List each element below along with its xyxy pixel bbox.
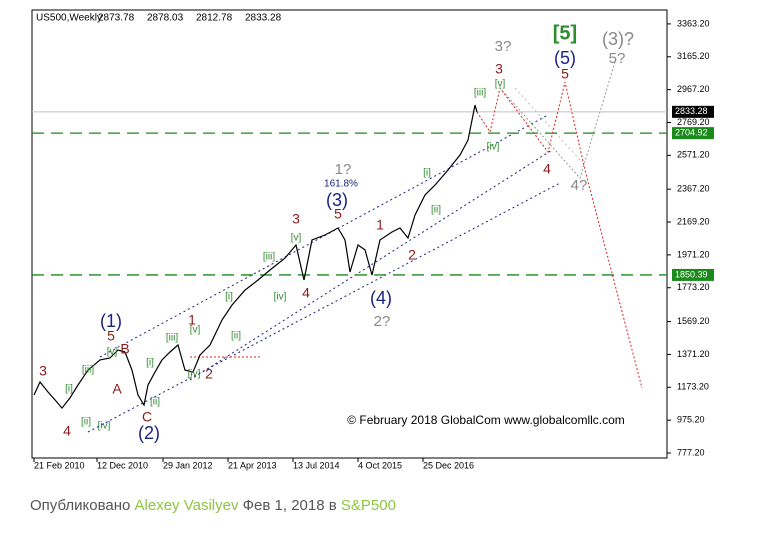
chart-title: US500,Weekly <box>36 13 102 24</box>
wave-label: [iii] <box>263 252 275 263</box>
wave-label: 5 <box>334 206 342 222</box>
wave-label: B <box>120 341 129 357</box>
wave-label: [v] <box>107 347 118 358</box>
y-tick-label: 2571.20 <box>677 150 710 160</box>
wave-label: (3) <box>326 190 348 210</box>
x-tick-label: 21 Feb 2010 <box>34 460 85 470</box>
wave-label: (1) <box>100 311 122 331</box>
y-tick-label: 1971.20 <box>677 249 710 259</box>
wave-label: C <box>142 409 152 425</box>
wave-label: 5 <box>561 66 569 82</box>
wave-label: (4) <box>370 288 392 308</box>
wave-label: [iii] <box>166 333 178 344</box>
footer-prefix: Опубликовано <box>30 497 131 514</box>
wave-label: [iii] <box>82 365 94 376</box>
price-tag-label: 1850.39 <box>675 269 708 279</box>
x-tick-label: 12 Dec 2010 <box>97 460 148 470</box>
y-tick-label: 1371.20 <box>677 349 710 359</box>
wave-label: [iii] <box>474 88 486 99</box>
ohlc-value: 2878.03 <box>147 13 184 24</box>
wave-label: [i] <box>146 358 154 369</box>
wave-label: [iv] <box>98 421 111 432</box>
price-tag-label: 2704.92 <box>675 128 708 138</box>
channel-line <box>87 182 561 433</box>
ohlc-value: 2873.78 <box>98 13 135 24</box>
y-tick-label: 2367.20 <box>677 184 710 194</box>
channels <box>87 114 561 433</box>
wave-label: 5? <box>609 50 626 67</box>
x-tick-label: 13 Jul 2014 <box>293 460 340 470</box>
wave-label: 4 <box>63 423 71 439</box>
price-tag-label: 2833.28 <box>675 106 708 116</box>
y-tick-label: 777.20 <box>677 447 705 457</box>
plot-frame <box>31 9 668 459</box>
y-tick-label: 2169.20 <box>677 216 710 226</box>
wave-label: [i] <box>65 384 73 395</box>
wave-label: [iv] <box>487 142 500 153</box>
y-tick-label: 3165.20 <box>677 51 710 61</box>
y-tick-label: 2769.20 <box>677 117 710 127</box>
wave-label: 1? <box>335 161 352 178</box>
wave-label: [ii] <box>150 397 160 408</box>
projection-line <box>476 81 643 389</box>
wave-label: 3? <box>495 38 512 55</box>
wave-label: (2) <box>138 423 160 443</box>
author-link[interactable]: Alexey Vasilyev <box>134 497 239 514</box>
footer-date: Фев 1, 2018 в <box>242 497 337 514</box>
wave-label: [i] <box>423 168 431 179</box>
wave-label: 4 <box>543 161 551 177</box>
wave-label: 3 <box>39 363 47 379</box>
wave-label: 2 <box>408 247 416 263</box>
x-tick-label: 21 Apr 2013 <box>228 460 277 470</box>
y-tick-label: 1173.20 <box>677 382 709 392</box>
x-tick-label: 25 Dec 2016 <box>423 460 474 470</box>
ohlc-values: 2873.78 2878.03 2812.78 2833.28 <box>98 13 282 24</box>
projection-line <box>499 61 616 180</box>
wave-label: [ii] <box>81 417 91 428</box>
x-tick-label: 29 Jan 2012 <box>163 460 213 470</box>
alt-line <box>514 87 581 161</box>
wave-label: 1 <box>376 217 384 233</box>
wave-label: 161.8% <box>324 179 358 190</box>
y-tick-label: 975.20 <box>677 415 705 425</box>
chart: US500,Weekly 2873.78 2878.03 2812.78 2833.2… <box>31 9 714 470</box>
wave-label: [v] <box>495 79 506 90</box>
wave-label: 4? <box>571 177 588 194</box>
y-tick-label: 1773.20 <box>677 282 710 292</box>
ohlc-value: 2812.78 <box>196 13 233 24</box>
wave-label: 5 <box>107 328 115 344</box>
wave-label: 2? <box>374 313 391 330</box>
wave-label: [i] <box>225 292 233 303</box>
wave-label: (5) <box>554 48 576 68</box>
footer: Опубликовано Alexey Vasilyev Фев 1, 2018… <box>30 497 396 514</box>
wave-label: A <box>112 381 122 397</box>
wave-label: 3 <box>495 61 503 77</box>
channel-line <box>189 149 553 381</box>
wave-label: [v] <box>190 325 201 336</box>
ohlc-value: 2833.28 <box>245 13 282 24</box>
wave-label: 3 <box>292 211 300 227</box>
wave-label: [v] <box>291 233 302 244</box>
price-tag <box>672 268 714 281</box>
y-tick-label: 1569.20 <box>677 316 710 326</box>
price-line <box>33 104 478 410</box>
wave-label: (3)? <box>602 29 634 49</box>
wave-label: [iv] <box>274 292 287 303</box>
x-tick-label: 4 Oct 2015 <box>358 460 402 470</box>
y-tick-label: 2967.20 <box>677 84 710 94</box>
wave-label: 1 <box>188 312 196 328</box>
wave-label: [ii] <box>431 205 441 216</box>
y-tick-label: 3363.20 <box>677 18 710 28</box>
category-link[interactable]: S&P500 <box>340 497 396 514</box>
wave-label: [ii] <box>231 331 241 342</box>
wave-label: [5] <box>553 22 577 44</box>
price-tag <box>672 127 714 140</box>
wave-label: 4 <box>302 285 310 301</box>
wave-label: 2 <box>205 366 213 382</box>
copyright: © February 2018 GlobalCom www.globalcoml… <box>347 413 625 427</box>
price-tag <box>672 105 714 118</box>
wave-label: [iv] <box>188 369 201 380</box>
